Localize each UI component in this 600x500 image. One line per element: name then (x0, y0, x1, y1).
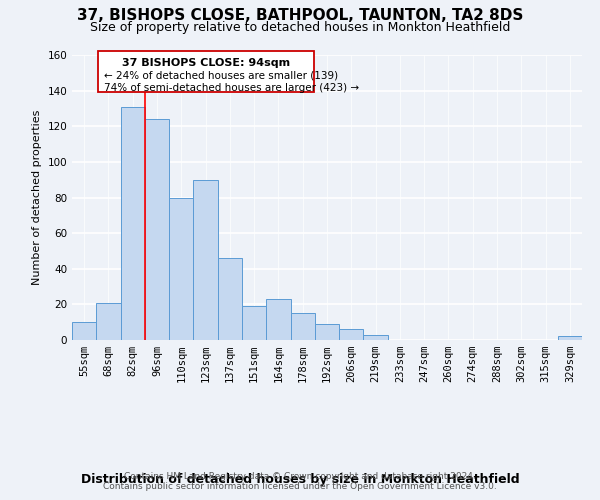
Bar (72, 322, 96, 340)
Text: 37, BISHOPS CLOSE, BATHPOOL, TAUNTON, TA2 8DS: 37, BISHOPS CLOSE, BATHPOOL, TAUNTON, TA… (77, 8, 523, 22)
Bar (339, 330, 364, 340)
Text: ← 24% of detached houses are smaller (139): ← 24% of detached houses are smaller (13… (104, 70, 338, 80)
Bar (96, 302, 121, 340)
Bar (290, 314, 315, 340)
Text: 37 BISHOPS CLOSE: 94sqm: 37 BISHOPS CLOSE: 94sqm (122, 58, 290, 68)
Bar (315, 324, 339, 340)
Text: 74% of semi-detached houses are larger (423) →: 74% of semi-detached houses are larger (… (104, 82, 359, 92)
Bar (193, 180, 218, 340)
Bar (218, 258, 242, 340)
Bar (169, 198, 193, 340)
Text: Size of property relative to detached houses in Monkton Heathfield: Size of property relative to detached ho… (90, 21, 510, 34)
Bar (242, 306, 266, 340)
Bar (145, 119, 169, 340)
Text: Contains HM Land Registry data © Crown copyright and database right 2024.
Contai: Contains HM Land Registry data © Crown c… (103, 472, 497, 491)
Y-axis label: Number of detached properties: Number of detached properties (32, 110, 42, 285)
Bar (266, 299, 290, 340)
FancyBboxPatch shape (97, 52, 314, 92)
Text: Distribution of detached houses by size in Monkton Heathfield: Distribution of detached houses by size … (80, 472, 520, 486)
Bar (558, 336, 582, 340)
Bar (364, 334, 388, 340)
Bar (121, 106, 145, 340)
